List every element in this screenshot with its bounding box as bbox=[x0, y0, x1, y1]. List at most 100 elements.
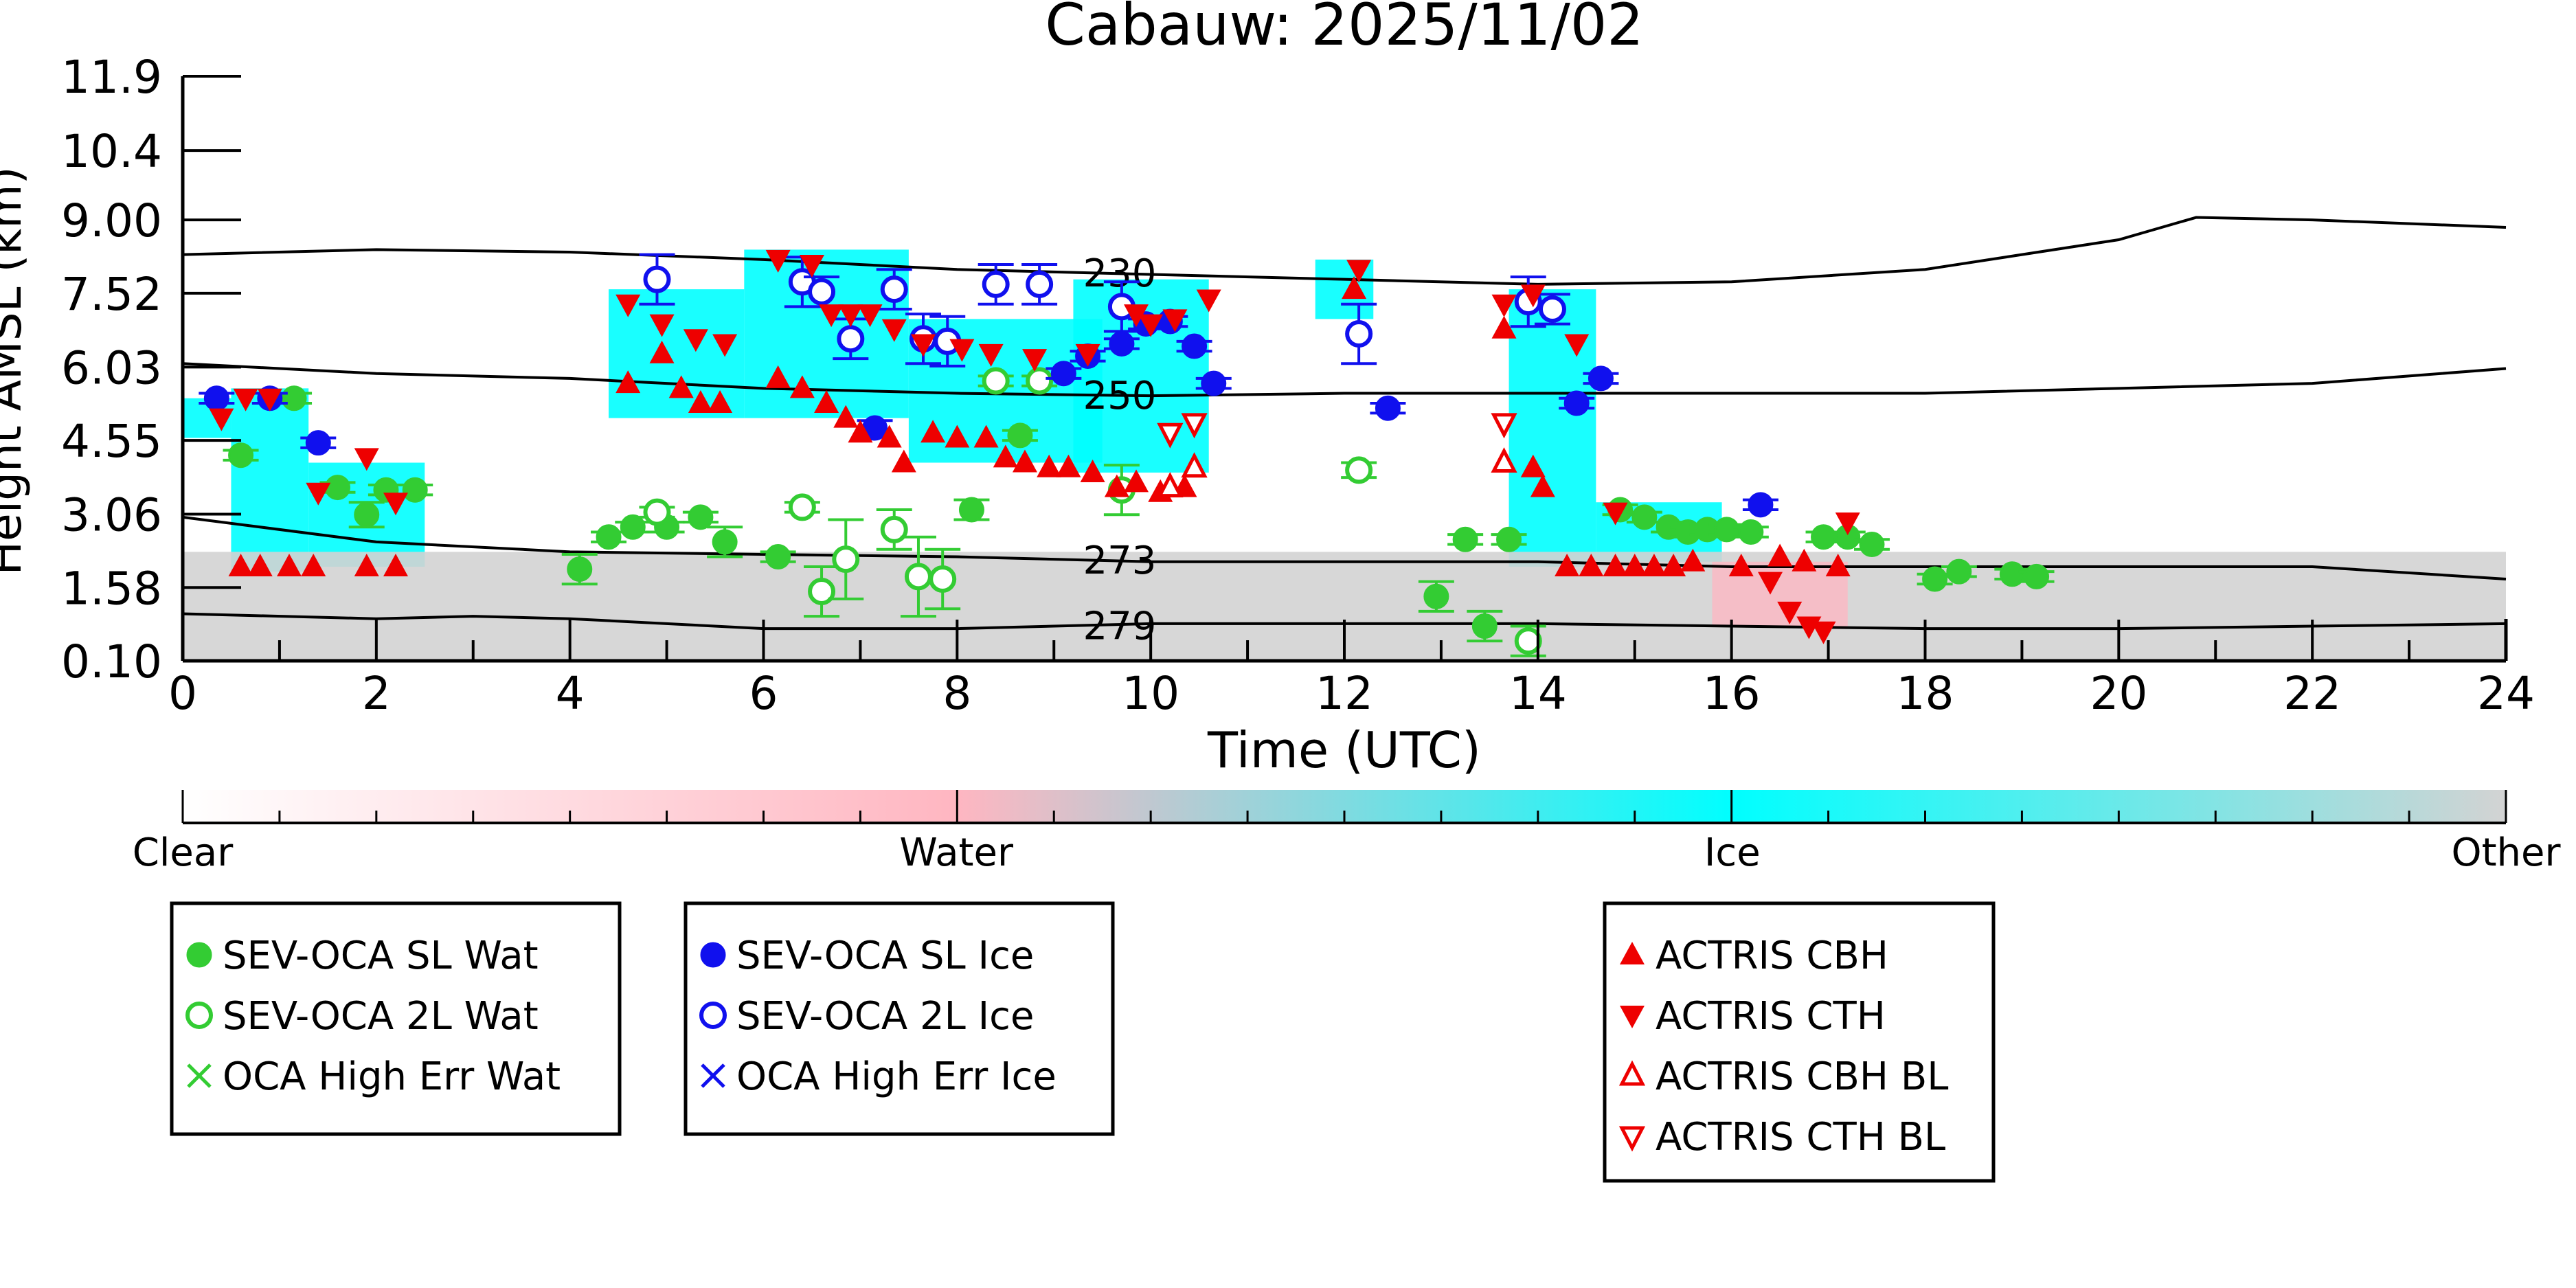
series-actris-cth bbox=[209, 249, 1860, 644]
point-actris-cth bbox=[978, 343, 1004, 367]
y-tick-label: 7.52 bbox=[61, 268, 162, 321]
point-sev-oca-2l-wat bbox=[808, 578, 836, 606]
point-actris-cth bbox=[209, 408, 234, 431]
point-sev-oca-sl-ice bbox=[1182, 333, 1208, 359]
legend-label: ACTRIS CBH BL bbox=[1656, 1054, 1948, 1099]
point-actris-cth bbox=[649, 314, 675, 337]
y-tick-label: 1.58 bbox=[61, 562, 162, 615]
colorbar-label: Clear bbox=[133, 831, 234, 875]
point-sev-oca-sl-ice bbox=[203, 385, 229, 411]
point-actris-cth bbox=[1138, 314, 1164, 337]
point-sev-oca-sl-wat bbox=[228, 442, 254, 468]
contour-label-279: 279 bbox=[1083, 604, 1157, 648]
point-sev-oca-sl-wat bbox=[596, 524, 622, 550]
series-sev-oca-2l-wat bbox=[639, 367, 1546, 657]
point-sev-oca-sl-wat bbox=[712, 529, 738, 555]
point-actris-cbh bbox=[1579, 553, 1604, 576]
y-axis-label: Height AMSL (km) bbox=[0, 167, 32, 576]
point-actris-cbh bbox=[668, 375, 694, 398]
colorbar-label: Other bbox=[2451, 831, 2561, 875]
legend-marker bbox=[699, 1002, 727, 1029]
point-actris-cth bbox=[306, 482, 331, 506]
point-sev-oca-2l-ice bbox=[982, 270, 1010, 298]
point-actris-cbh bbox=[1520, 454, 1546, 477]
axes: 0 2 4 6 8 10 12 14 16 18 20 22 240.101.583.064.556.0… bbox=[61, 51, 2535, 720]
point-actris-cbh bbox=[1680, 548, 1706, 572]
point-actris-cbh bbox=[877, 425, 902, 448]
point-actris-cbh bbox=[649, 340, 675, 363]
cloud-region-ice bbox=[231, 388, 309, 572]
series-actris-cbh bbox=[228, 276, 1851, 576]
contour-250 bbox=[182, 362, 2507, 398]
point-actris-cth bbox=[881, 319, 907, 342]
legend-marker bbox=[701, 1063, 725, 1088]
point-sev-oca-sl-ice bbox=[1201, 370, 1227, 396]
y-tick-label: 0.10 bbox=[61, 635, 162, 688]
x-tick-label: 4 bbox=[556, 667, 585, 720]
contour-label-230: 230 bbox=[1083, 251, 1157, 296]
point-actris-cbh bbox=[277, 553, 302, 576]
point-sev-oca-sl-wat bbox=[1859, 532, 1885, 558]
point-actris-cth bbox=[354, 448, 379, 471]
legend-item: OCA High Err Ice bbox=[701, 1054, 1057, 1099]
x-tick-label: 22 bbox=[2283, 667, 2341, 720]
x-tick-label: 20 bbox=[2090, 667, 2147, 720]
point-actris-cbh bbox=[848, 420, 873, 443]
point-sev-oca-2l-ice bbox=[837, 325, 865, 353]
point-actris-cth bbox=[1196, 289, 1221, 313]
y-tick-label: 9.00 bbox=[61, 194, 162, 247]
legend-box-2: SEV-OCA SL Ice SEV-OCA 2L Ice OCA High Err… bbox=[683, 901, 1115, 1136]
point-sev-oca-sl-wat bbox=[1738, 519, 1764, 545]
legend-marker bbox=[1618, 1060, 1646, 1086]
point-sev-oca-sl-ice bbox=[1748, 492, 1774, 518]
point-actris-cth bbox=[1162, 309, 1188, 332]
legend: SEV-OCA SL Wat SEV-OCA 2L Wat OCA High Err… bbox=[170, 901, 1996, 1183]
point-actris-cth bbox=[1346, 260, 1372, 283]
point-sev-oca-sl-wat bbox=[2024, 563, 2050, 589]
x-tick-label: 8 bbox=[942, 667, 971, 720]
point-actris-cbh bbox=[993, 444, 1018, 468]
point-actris-cbh bbox=[1342, 276, 1367, 300]
legend-marker bbox=[186, 942, 212, 968]
point-actris-cbh bbox=[789, 375, 815, 398]
contour-label-273: 273 bbox=[1083, 539, 1157, 583]
legend-label: SEV-OCA 2L Wat bbox=[223, 994, 539, 1039]
y-tick-label: 10.4 bbox=[61, 125, 162, 178]
point-actris-cbh bbox=[1491, 315, 1517, 339]
point-sev-oca-sl-wat bbox=[1714, 517, 1740, 543]
legend-marker bbox=[1620, 1006, 1645, 1028]
point-actris-cth bbox=[819, 304, 844, 328]
x-tick-label: 10 bbox=[1122, 667, 1179, 720]
point-actris-cbh bbox=[1661, 553, 1686, 576]
point-actris-cbh bbox=[1603, 553, 1628, 576]
legend-label: OCA High Err Ice bbox=[736, 1054, 1057, 1099]
point-actris-cbh bbox=[1080, 459, 1105, 482]
point-sev-oca-sl-ice bbox=[305, 430, 331, 456]
point-sev-oca-sl-wat bbox=[354, 501, 380, 528]
point-sev-oca-sl-wat bbox=[1471, 613, 1498, 640]
point-actris-cbh bbox=[814, 389, 839, 413]
point-actris-cth bbox=[838, 304, 863, 328]
point-actris-cbh-bl bbox=[1181, 452, 1208, 478]
point-sev-oca-sl-wat bbox=[1423, 583, 1449, 609]
point-sev-oca-sl-wat bbox=[324, 475, 350, 501]
point-sev-oca-sl-ice bbox=[1109, 330, 1135, 357]
point-sev-oca-sl-wat bbox=[688, 504, 714, 530]
point-sev-oca-2l-wat bbox=[904, 563, 932, 591]
legend-item: SEV-OCA SL Ice bbox=[700, 934, 1034, 978]
point-actris-cbh bbox=[765, 365, 791, 388]
legend-item: SEV-OCA 2L Wat bbox=[185, 994, 539, 1039]
point-actris-cbh bbox=[1792, 548, 1817, 572]
legend-marker bbox=[1618, 1126, 1646, 1152]
point-actris-cbh bbox=[1056, 454, 1081, 477]
point-actris-cbh bbox=[1037, 454, 1062, 477]
point-actris-cth bbox=[383, 493, 409, 516]
legend-frame bbox=[683, 901, 1115, 1136]
y-tick-label: 6.03 bbox=[61, 341, 162, 394]
legend-marker bbox=[700, 942, 726, 968]
legend-box-3: ACTRIS CBH ACTRIS CTH ACTRIS CBH BL ACTRIS … bbox=[1603, 901, 1996, 1183]
point-actris-cth bbox=[257, 388, 282, 411]
legend-item: SEV-OCA 2L Ice bbox=[699, 994, 1034, 1039]
legend-label: ACTRIS CBH bbox=[1656, 934, 1888, 978]
legend-item: ACTRIS CBH bbox=[1620, 934, 1888, 978]
